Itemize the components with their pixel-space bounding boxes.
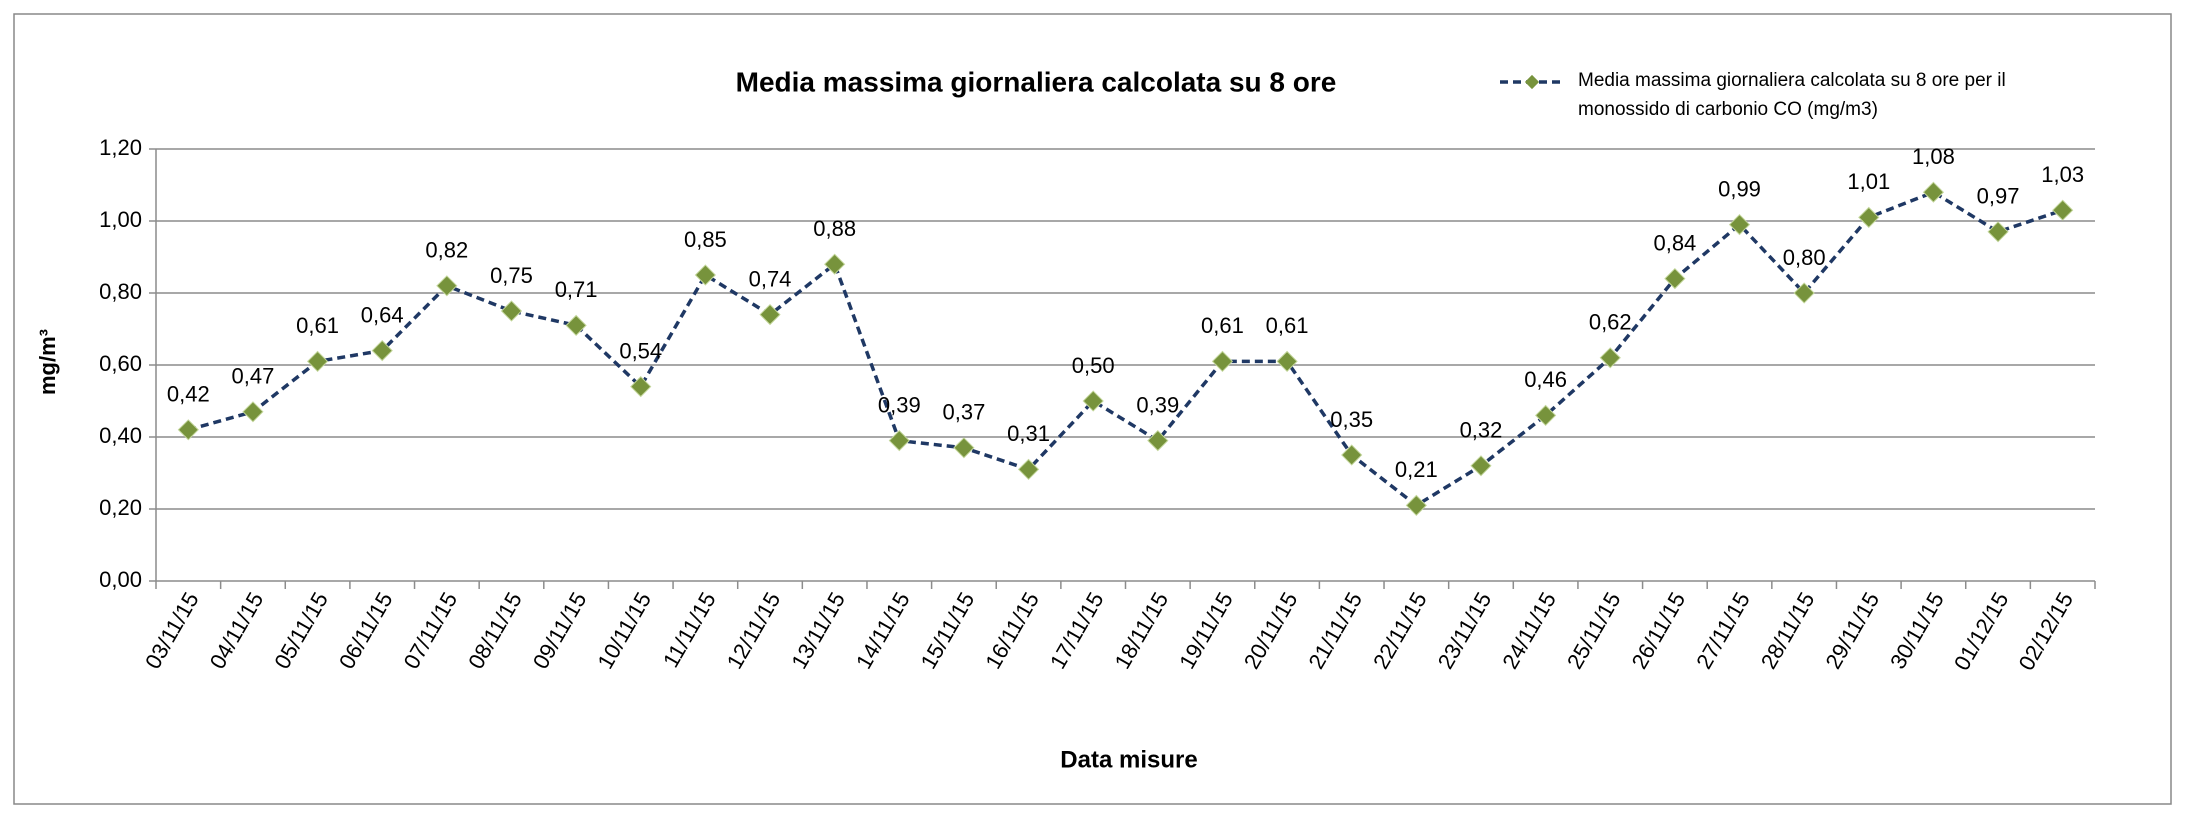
data-label: 0,64: [361, 302, 404, 327]
y-tick-label: 1,00: [99, 207, 142, 232]
data-label: 0,47: [232, 364, 275, 389]
data-label: 0,61: [296, 313, 339, 338]
data-label: 0,99: [1718, 176, 1761, 201]
data-label: 0,62: [1589, 310, 1632, 335]
y-tick-label: 1,20: [99, 135, 142, 160]
data-label: 0,61: [1266, 313, 1309, 338]
data-point: [1405, 494, 1427, 517]
y-tick-label: 0,40: [99, 423, 142, 448]
data-label: 0,80: [1783, 245, 1826, 270]
data-label: 0,50: [1072, 353, 1115, 378]
data-point: [1470, 455, 1492, 477]
data-point: [1987, 221, 2009, 243]
data-label: 0,35: [1330, 407, 1373, 432]
x-axis-label: Data misure: [1060, 746, 1197, 773]
data-point: [888, 429, 910, 452]
legend-label: Media massima giornaliera calcolata su 8…: [1578, 70, 2006, 120]
data-label: 0,39: [1136, 392, 1179, 417]
data-point: [2052, 199, 2074, 221]
data-point: [436, 275, 458, 297]
legend-box: Media massima giornaliera calcolata su 8…: [1578, 70, 2006, 120]
data-point: [1793, 282, 1815, 304]
data-label: 0,37: [943, 400, 986, 425]
data-point: [242, 401, 264, 423]
data-point: [306, 350, 329, 373]
data-label: 0,42: [167, 382, 210, 407]
y-tick-label: 0,60: [99, 351, 142, 376]
data-point: [694, 264, 716, 286]
data-label: 0,75: [490, 263, 533, 288]
data-point: [1147, 429, 1169, 452]
data-point: [1017, 458, 1040, 481]
data-label: 0,31: [1007, 421, 1050, 446]
data-label: 0,85: [684, 227, 727, 252]
data-label: 0,39: [878, 392, 921, 417]
data-label: 1,08: [1912, 144, 1955, 169]
data-label: 0,82: [425, 238, 468, 263]
y-tick-label: 0,80: [99, 279, 142, 304]
data-point: [630, 375, 652, 398]
data-label: 0,61: [1201, 313, 1244, 338]
data-point: [1858, 206, 1880, 229]
data-label: 0,97: [1977, 184, 2020, 209]
data-label: 0,21: [1395, 457, 1438, 482]
data-label: 0,88: [813, 216, 856, 241]
data-point: [177, 419, 199, 441]
data-point: [1211, 350, 1234, 373]
data-label: 0,74: [749, 266, 792, 291]
data-label: 0,84: [1653, 230, 1696, 255]
data-point: [1082, 390, 1104, 412]
data-point: [565, 314, 587, 337]
data-label: 0,54: [619, 338, 662, 363]
y-tick-label: 0,00: [99, 567, 142, 592]
data-point: [1728, 213, 1751, 236]
data-point: [824, 253, 846, 275]
data-point: [1341, 444, 1363, 466]
data-point: [1535, 404, 1557, 427]
data-label: 0,32: [1460, 418, 1503, 443]
data-point: [1664, 267, 1686, 290]
data-point: [500, 300, 523, 322]
legend: Media massima giornaliera calcolata su 8…: [1500, 70, 2006, 120]
data-point: [953, 437, 975, 459]
data-point: [371, 339, 393, 362]
data-point: [1922, 181, 1945, 203]
data-point: [1276, 350, 1298, 373]
legend-marker: [1524, 74, 1540, 90]
data-label: 0,71: [555, 277, 598, 302]
y-axis-label: mg/m³: [35, 329, 60, 395]
data-label: 0,46: [1524, 367, 1567, 392]
data-point: [759, 303, 781, 326]
data-label: 1,03: [2041, 162, 2084, 187]
data-point: [1599, 347, 1621, 369]
chart-title: Media massima giornaliera calcolata su 8…: [736, 66, 1337, 97]
y-tick-label: 0,20: [99, 495, 142, 520]
data-label: 1,01: [1847, 169, 1890, 194]
